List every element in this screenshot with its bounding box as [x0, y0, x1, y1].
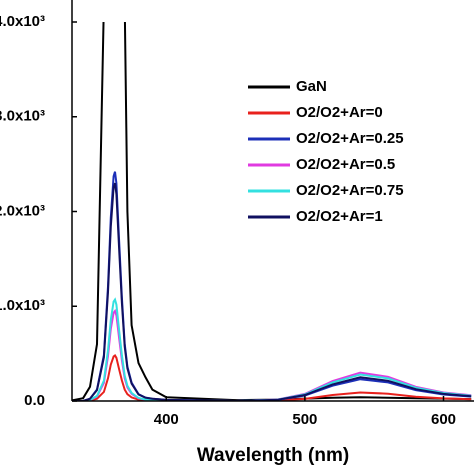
legend-label: O2/O2+Ar=1 — [296, 208, 383, 225]
plot-area — [72, 22, 472, 401]
x-tick-label: 500 — [292, 411, 317, 428]
y-tick-label: 0.0 — [24, 392, 45, 409]
legend-label: O2/O2+Ar=0.5 — [296, 156, 395, 173]
legend-label: GaN — [296, 78, 327, 95]
series-line — [72, 182, 472, 401]
series-line — [72, 354, 472, 401]
legend-label: O2/O2+Ar=0.25 — [296, 130, 404, 147]
y-tick-label: 3.0x10³ — [0, 108, 45, 125]
series-line — [72, 22, 472, 401]
y-tick-label: 2.0x10³ — [0, 202, 45, 219]
x-tick-label: 600 — [431, 411, 456, 428]
y-tick-label: 1.0x10³ — [0, 297, 45, 314]
x-tick-label: 400 — [154, 411, 179, 428]
series-line — [72, 297, 472, 401]
x-axis-label: Wavelength (nm) — [197, 445, 349, 466]
y-tick-label: 4.0x10³ — [0, 13, 45, 30]
legend-label: O2/O2+Ar=0 — [296, 104, 383, 121]
legend-label: O2/O2+Ar=0.75 — [296, 182, 404, 199]
